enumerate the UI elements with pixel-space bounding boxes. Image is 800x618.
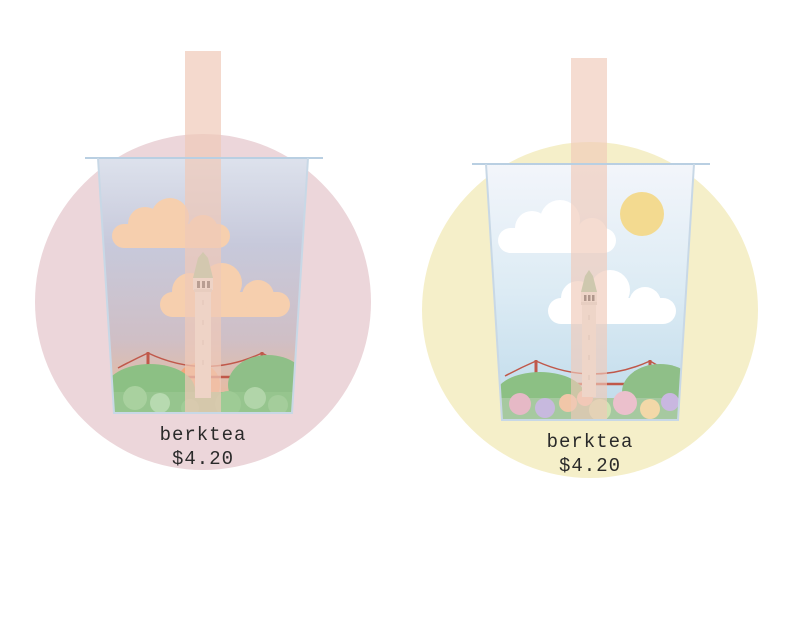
brand-label: berktea: [160, 424, 247, 446]
price-label: $4.20: [172, 448, 234, 470]
brand-label: berktea: [547, 431, 634, 453]
sunset-cup[interactable]: berktea $4.20: [35, 51, 371, 470]
straw: [185, 51, 221, 413]
price-label: $4.20: [559, 455, 621, 477]
sun-icon: [620, 192, 664, 236]
cup-outline: [472, 163, 710, 421]
cup-outline: [85, 157, 323, 414]
straw: [571, 58, 607, 420]
daytime-cup[interactable]: berktea $4.20: [422, 58, 758, 478]
